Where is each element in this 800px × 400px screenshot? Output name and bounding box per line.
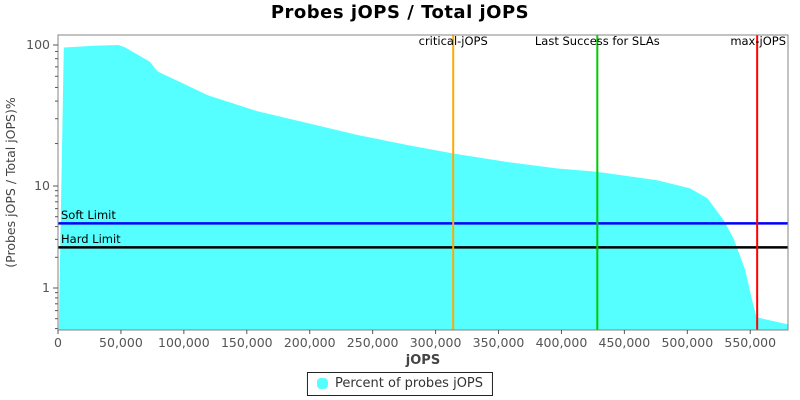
- x-tick-label: 100,000: [158, 335, 210, 350]
- y-tick-label: 100: [26, 37, 50, 52]
- limit-label: Hard Limit: [61, 232, 121, 246]
- x-tick-label: 350,000: [473, 335, 525, 350]
- legend-swatch: [316, 378, 328, 389]
- x-tick-label: 550,000: [724, 335, 776, 350]
- area-series: [58, 45, 789, 330]
- x-tick-label: 400,000: [536, 335, 588, 350]
- marker-label: Last Success for SLAs: [535, 34, 660, 48]
- limit-label: Soft Limit: [61, 208, 116, 222]
- x-tick-label: 500,000: [661, 335, 713, 350]
- x-tick-label: 250,000: [347, 335, 399, 350]
- x-tick-label: 450,000: [599, 335, 651, 350]
- y-axis-label: (Probes jOPS / Total jOPS)%: [3, 97, 18, 268]
- x-axis-label: jOPS: [405, 353, 440, 368]
- chart-title: Probes jOPS / Total jOPS: [270, 2, 530, 23]
- x-tick-label: 50,000: [99, 335, 143, 350]
- marker-label: critical-jOPS: [419, 34, 488, 48]
- y-tick-label: 10: [34, 178, 50, 193]
- legend: Percent of probes jOPS: [306, 372, 494, 396]
- plot-border: [57, 34, 789, 331]
- legend-label: Percent of probes jOPS: [334, 376, 484, 391]
- x-tick-label: 300,000: [410, 335, 462, 350]
- x-tick-label: 200,000: [284, 335, 336, 350]
- marker-label: max-jOPS: [730, 34, 786, 48]
- y-tick-label: 1: [42, 280, 50, 295]
- x-tick-label: 150,000: [221, 335, 273, 350]
- x-tick-label: 0: [54, 335, 62, 350]
